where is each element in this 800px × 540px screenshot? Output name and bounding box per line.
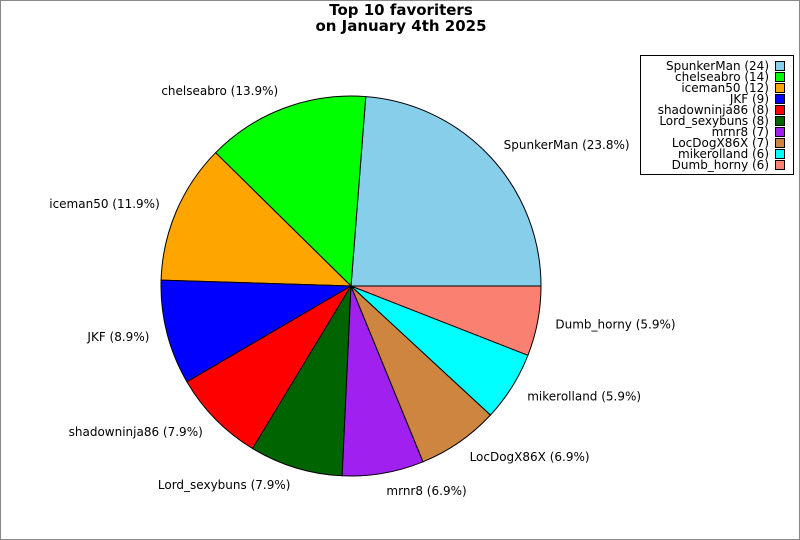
legend-item: mikerolland (6) <box>678 148 785 160</box>
legend-item: chelseabro (14) <box>675 71 785 83</box>
legend-swatch <box>775 72 785 82</box>
legend-swatch <box>775 160 785 170</box>
slice-label: shadowninja86 (7.9%) <box>69 425 203 439</box>
legend-item: mrnr8 (7) <box>712 126 785 138</box>
legend-label: Lord_sexybuns (8) <box>659 114 769 128</box>
legend-label: shadowninja86 (8) <box>657 103 769 117</box>
slice-label: JKF (8.9%) <box>86 330 149 344</box>
chart-title: Top 10 favoriters on January 4th 2025 <box>1 1 799 35</box>
pie-slice-JKF <box>160 279 353 383</box>
legend-label: mikerolland (6) <box>678 147 769 161</box>
pie-slice-chelseabro <box>214 95 367 288</box>
legend-swatch <box>775 83 785 93</box>
pie-slice-shadowninja86 <box>186 285 352 450</box>
slice-label: iceman50 (11.9%) <box>49 197 160 211</box>
legend-label: Dumb_horny (6) <box>671 158 769 172</box>
legend-item: Dumb_horny (6) <box>672 159 785 171</box>
legend: SpunkerMan (24) chelseabro (14) iceman50 (… <box>640 55 794 175</box>
legend-swatch <box>775 116 785 126</box>
pie-slice-SpunkerMan <box>350 96 542 287</box>
slice-label: LocDogX86X (6.9%) <box>470 450 590 464</box>
legend-label: mrnr8 (7) <box>711 125 769 139</box>
slice-label: chelseabro (13.9%) <box>161 84 278 98</box>
legend-label: iceman50 (12) <box>681 81 769 95</box>
legend-label: LocDogX86X (7) <box>671 136 769 150</box>
legend-label: JKF (9) <box>729 92 769 106</box>
legend-swatch <box>775 105 785 115</box>
legend-item: SpunkerMan (24) <box>666 60 785 72</box>
legend-swatch <box>775 61 785 71</box>
slice-label: Dumb_horny (5.9%) <box>555 318 675 332</box>
legend-swatch <box>775 127 785 137</box>
title-line: Top 10 favoriters <box>329 1 473 19</box>
slice-label: Lord_sexybuns (7.9%) <box>158 478 291 492</box>
slice-label: SpunkerMan (23.8%) <box>504 138 630 152</box>
slice-label: mikerolland (5.9%) <box>527 389 641 403</box>
pie-slice-Lord_sexybuns <box>251 285 352 477</box>
legend-item: shadowninja86 (8) <box>658 104 785 116</box>
slice-label: mrnr8 (6.9%) <box>386 484 466 498</box>
legend-label: chelseabro (14) <box>675 70 769 84</box>
pie-slice-iceman50 <box>160 151 353 287</box>
subtitle-line: on January 4th 2025 <box>315 17 487 35</box>
legend-label: SpunkerMan (24) <box>665 59 769 73</box>
legend-item: JKF (9) <box>730 93 785 105</box>
legend-item: Lord_sexybuns (8) <box>659 115 785 127</box>
legend-item: LocDogX86X (7) <box>672 137 785 149</box>
pie-slice-Dumb_horny <box>350 285 542 356</box>
legend-swatch <box>775 94 785 104</box>
legend-item: iceman50 (12) <box>681 82 785 94</box>
legend-swatch <box>775 149 785 159</box>
legend-swatch <box>775 138 785 148</box>
